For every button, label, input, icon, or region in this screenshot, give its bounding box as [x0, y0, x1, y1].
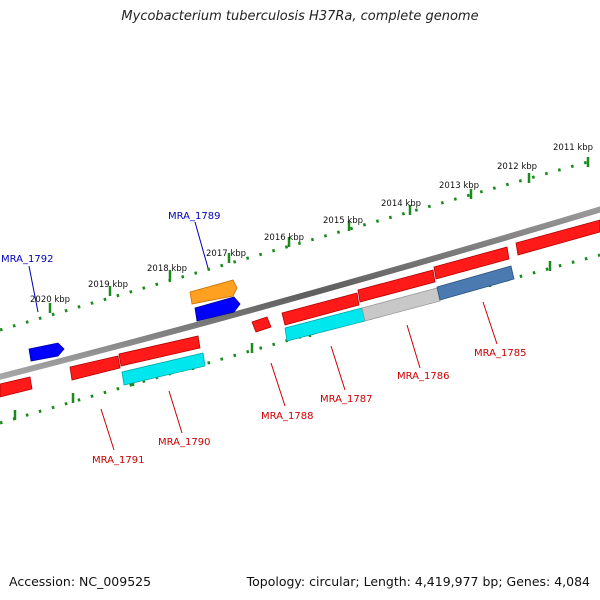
scale-label: 2015 kbp	[323, 216, 363, 226]
gene-label: MRA_1786	[397, 371, 449, 382]
feature-cds	[281, 292, 360, 326]
feature-cds	[0, 376, 33, 398]
leader-line	[168, 390, 183, 434]
feature-cds	[515, 219, 600, 256]
feature-orange	[189, 279, 238, 305]
scale-label: 2013 kbp	[439, 181, 479, 191]
gene-label: MRA_1785	[474, 348, 526, 359]
feature-cds	[118, 335, 201, 367]
leader-line	[100, 408, 115, 451]
reverse-features	[121, 265, 515, 386]
gene-label: MRA_1792	[1, 254, 53, 265]
accession-text: Accession: NC_009525	[9, 574, 152, 589]
scale-label: 2014 kbp	[381, 199, 421, 209]
gene-label: MRA_1790	[158, 437, 210, 448]
scale-label: 2019 kbp	[88, 280, 128, 290]
scale-label: 2018 kbp	[147, 264, 187, 274]
leader-line	[482, 301, 498, 345]
gene-label: MRA_1791	[92, 455, 144, 466]
gene-label: MRA_1787	[320, 394, 372, 405]
gene-label: MRA_1789	[168, 211, 220, 222]
feature-cds	[251, 316, 272, 333]
feature-grey	[361, 287, 441, 322]
gene-label: MRA_1788	[261, 411, 313, 422]
feature-blue	[28, 342, 65, 362]
scale-label: 2012 kbp	[497, 162, 537, 172]
feature-cds	[433, 246, 510, 280]
leader-line	[194, 221, 209, 269]
scale-label: 2017 kbp	[206, 249, 246, 259]
genome-backbone	[0, 206, 600, 380]
feature-steel	[436, 265, 515, 301]
scale-label: 2020 kbp	[30, 295, 70, 305]
scale-label: 2011 kbp	[553, 143, 593, 153]
scale-label: 2016 kbp	[264, 233, 304, 243]
leader-line	[28, 265, 39, 313]
feature-blue	[194, 296, 241, 322]
leader-line	[330, 345, 346, 391]
leader-line	[406, 324, 421, 369]
feature-cds	[69, 355, 121, 381]
feature-cds	[357, 269, 436, 303]
genome-summary-text: Topology: circular; Length: 4,419,977 bp…	[246, 574, 590, 589]
leader-line	[270, 362, 286, 407]
forward-features	[0, 219, 600, 398]
forward-scale-track	[0, 157, 596, 332]
feature-cyan	[121, 352, 206, 386]
map-title: Mycobacterium tuberculosis H37Ra, comple…	[121, 9, 479, 24]
